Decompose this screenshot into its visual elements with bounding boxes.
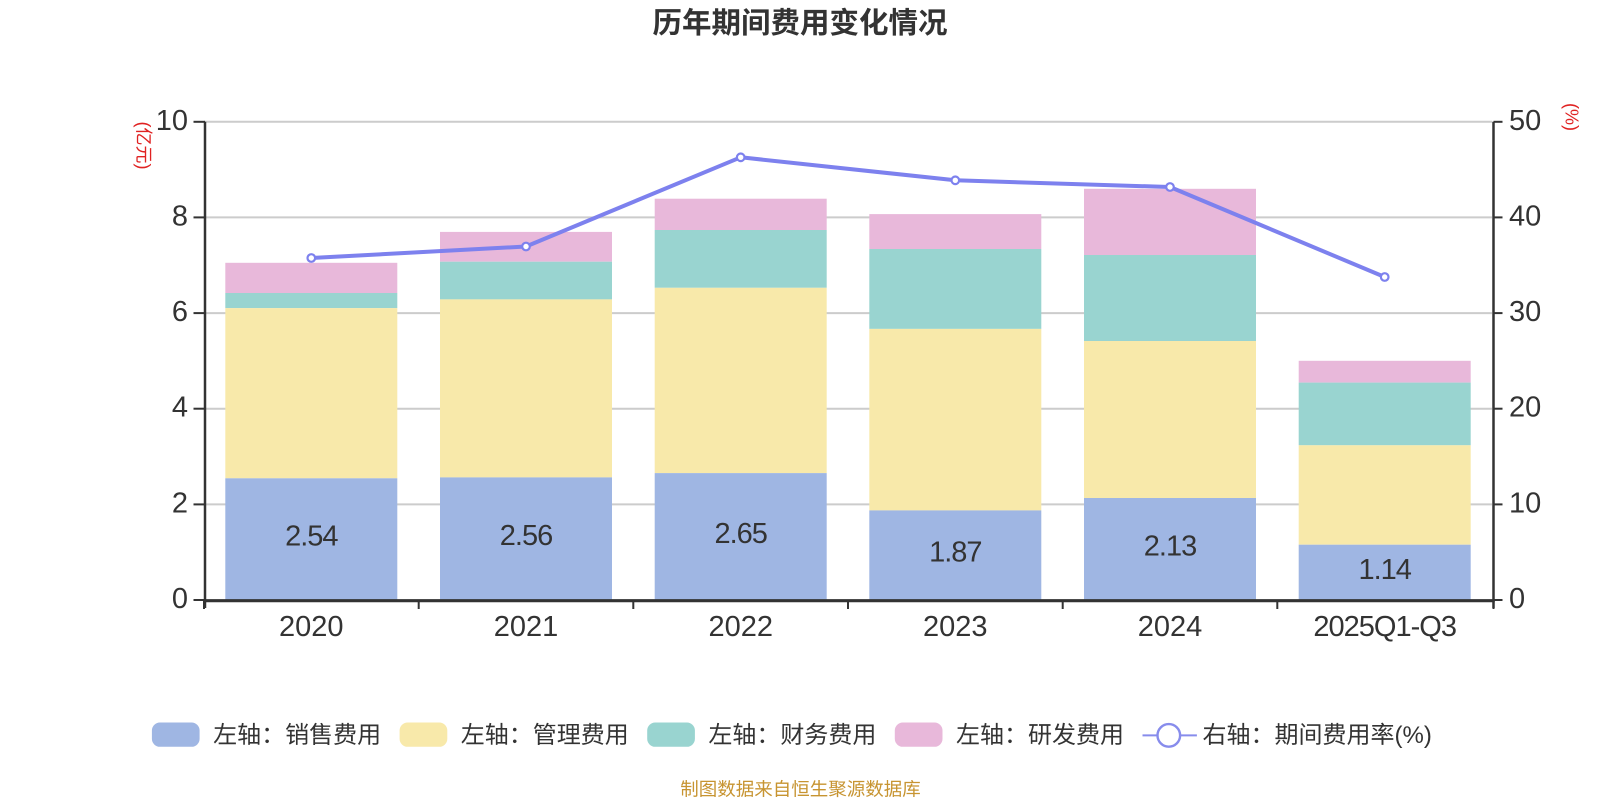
svg-text:6: 6	[172, 296, 188, 328]
svg-text:2.56: 2.56	[500, 520, 552, 552]
svg-text:历年期间费用变化情况: 历年期间费用变化情况	[652, 7, 947, 40]
svg-text:2.13: 2.13	[1144, 531, 1196, 563]
svg-text:20: 20	[1509, 392, 1541, 424]
svg-text:制图数据来自恒生聚源数据库: 制图数据来自恒生聚源数据库	[680, 779, 921, 800]
svg-text:1.87: 1.87	[929, 537, 981, 569]
svg-text:0: 0	[1509, 583, 1525, 615]
svg-text:2024: 2024	[1138, 611, 1203, 643]
svg-text:2023: 2023	[923, 611, 988, 643]
svg-text:2: 2	[172, 487, 188, 519]
svg-text:2025Q1-Q3: 2025Q1-Q3	[1313, 611, 1456, 643]
svg-text:40: 40	[1509, 200, 1541, 232]
svg-text:2022: 2022	[708, 611, 773, 643]
svg-text:1.14: 1.14	[1358, 554, 1411, 586]
svg-text:左轴：研发费用: 左轴：研发费用	[956, 722, 1124, 749]
svg-text:8: 8	[172, 200, 188, 232]
svg-text:左轴：财务费用: 左轴：财务费用	[708, 722, 876, 749]
svg-text:0: 0	[172, 583, 188, 615]
svg-text:4: 4	[172, 392, 188, 424]
svg-text:(亿元): (亿元)	[134, 122, 154, 170]
svg-text:10: 10	[1509, 487, 1541, 519]
svg-text:左轴：管理费用: 左轴：管理费用	[461, 722, 629, 749]
svg-text:2.65: 2.65	[714, 518, 766, 550]
svg-text:2020: 2020	[279, 611, 344, 643]
svg-text:(%): (%)	[1562, 103, 1582, 131]
svg-text:2021: 2021	[494, 611, 559, 643]
svg-text:30: 30	[1509, 296, 1541, 328]
svg-text:左轴：销售费用: 左轴：销售费用	[213, 722, 381, 749]
svg-text:2.54: 2.54	[285, 521, 338, 553]
svg-text:50: 50	[1509, 105, 1541, 137]
svg-text:10: 10	[156, 105, 188, 137]
svg-text:右轴：期间费用率(%): 右轴：期间费用率(%)	[1203, 722, 1432, 749]
